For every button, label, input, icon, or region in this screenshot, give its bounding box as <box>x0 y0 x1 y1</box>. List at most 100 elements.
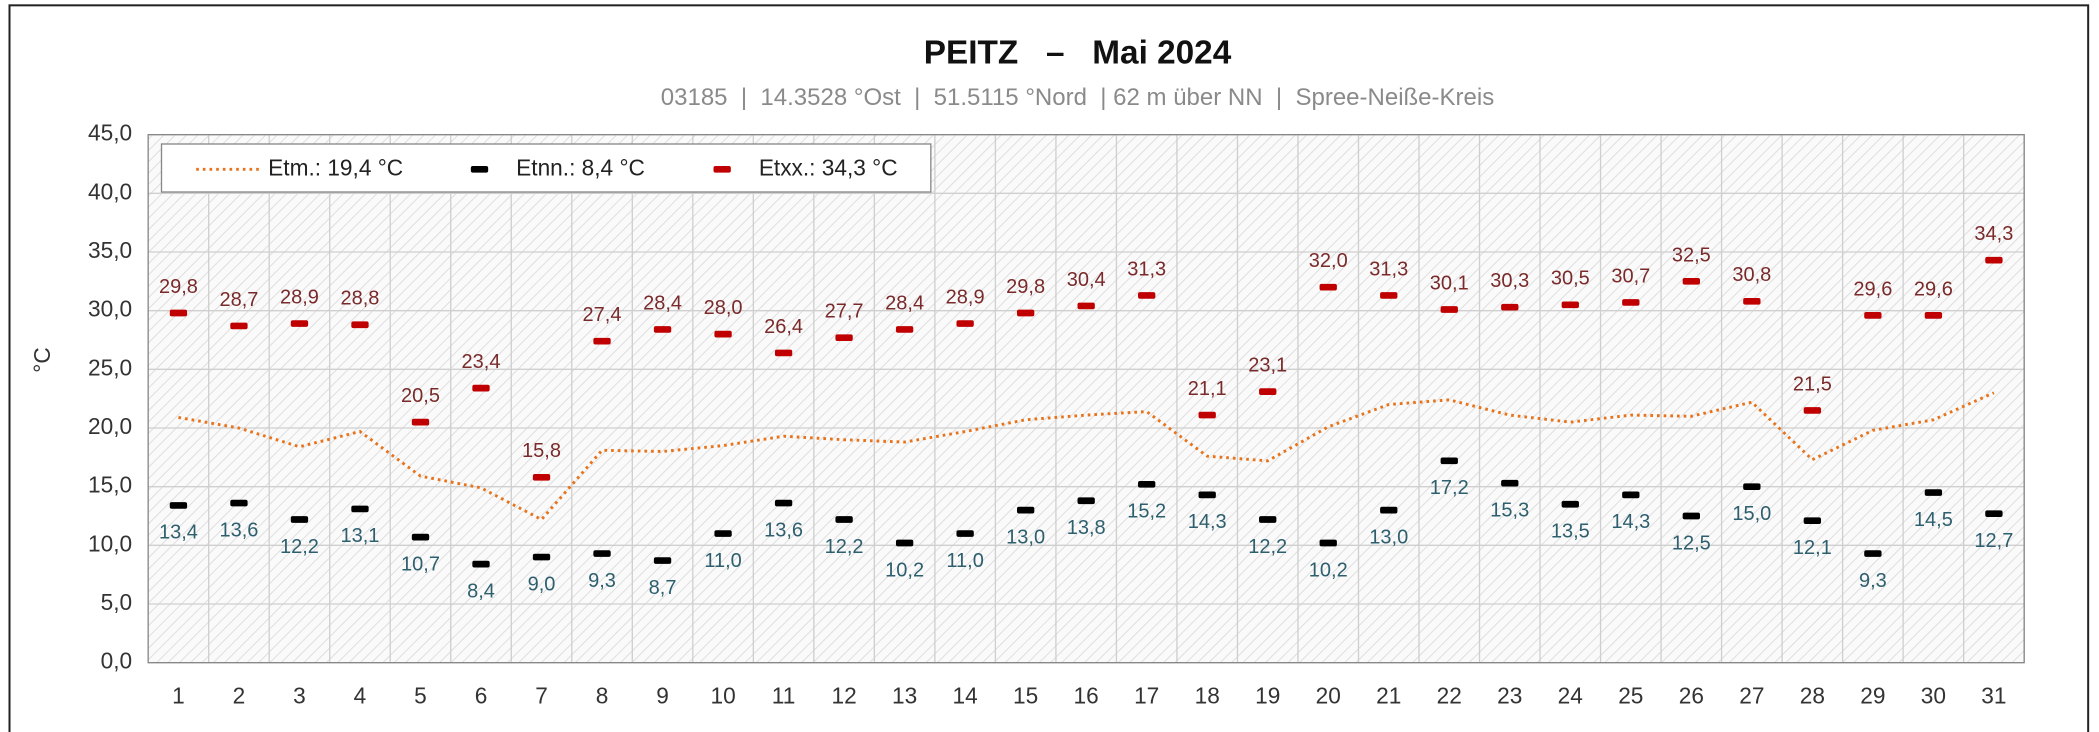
x-tick-label: 28 <box>1800 682 1825 708</box>
marker <box>1924 489 1943 496</box>
data-label: 29,8 <box>159 276 198 298</box>
marker <box>1198 491 1216 499</box>
data-label: 28,0 <box>704 297 743 319</box>
data-label: 13,4 <box>159 522 198 544</box>
x-tick-label: 8 <box>596 682 609 708</box>
marker <box>956 320 974 327</box>
data-label: 31,3 <box>1127 258 1166 280</box>
data-label: 28,4 <box>643 292 682 314</box>
data-label: 14,3 <box>1188 511 1227 533</box>
x-tick-label: 31 <box>1981 682 2006 708</box>
data-label: 27,4 <box>583 304 622 326</box>
marker <box>1743 483 1761 490</box>
data-label: 13,6 <box>219 519 258 541</box>
data-label: 28,7 <box>219 289 258 311</box>
marker <box>774 349 793 357</box>
x-tick-label: 14 <box>953 682 978 708</box>
data-label: 30,5 <box>1551 268 1590 290</box>
x-tick-label: 19 <box>1255 682 1280 708</box>
marker <box>230 322 248 330</box>
data-label: 15,2 <box>1127 501 1166 523</box>
data-label: 29,6 <box>1914 278 1953 300</box>
marker <box>1319 539 1337 547</box>
marker <box>895 326 914 333</box>
data-label: 28,9 <box>946 287 985 309</box>
marker <box>1259 388 1277 395</box>
chart-title: PEITZ – Mai 2024 <box>924 34 1232 71</box>
marker <box>1259 516 1277 523</box>
marker <box>411 533 430 541</box>
plot-border <box>147 133 2025 664</box>
marker <box>714 330 732 338</box>
x-tick-label: 12 <box>832 682 857 708</box>
x-tick-label: 15 <box>1013 682 1038 708</box>
marker <box>1622 491 1640 499</box>
marker <box>1561 500 1579 508</box>
marker <box>1501 479 1519 487</box>
data-label: 9,0 <box>528 573 556 595</box>
marker <box>1622 299 1640 306</box>
marker <box>169 502 188 509</box>
x-tick-label: 11 <box>772 682 796 708</box>
marker <box>1803 517 1822 525</box>
data-label: 13,6 <box>764 519 803 541</box>
data-label: 32,0 <box>1309 250 1348 272</box>
x-tick-label: 2 <box>233 682 246 708</box>
x-tick-label: 10 <box>710 682 735 708</box>
data-label: 17,2 <box>1430 477 1469 499</box>
x-tick-label: 21 <box>1376 682 1401 708</box>
data-label: 30,7 <box>1611 265 1650 287</box>
marker <box>290 320 309 327</box>
legend-swatch <box>713 166 731 173</box>
data-label: 12,1 <box>1793 537 1832 559</box>
data-label: 10,2 <box>1309 559 1348 581</box>
x-tick-label: 5 <box>414 682 427 708</box>
marker <box>1138 292 1156 299</box>
marker <box>956 530 974 537</box>
marker <box>351 505 369 513</box>
data-label: 31,3 <box>1369 258 1408 280</box>
marker <box>1077 497 1095 505</box>
marker <box>1501 303 1519 311</box>
data-label: 14,5 <box>1914 509 1953 531</box>
y-tick-label: 5,0 <box>101 589 133 615</box>
marker <box>1380 506 1398 514</box>
marker <box>1682 512 1700 520</box>
marker <box>593 337 611 345</box>
y-tick-label: 10,0 <box>88 530 132 556</box>
data-label: 13,8 <box>1067 517 1106 539</box>
data-label: 11,0 <box>946 550 983 572</box>
data-label: 12,2 <box>280 536 319 558</box>
data-label: 28,8 <box>341 288 380 310</box>
data-label: 20,5 <box>401 385 440 407</box>
x-tick-label: 9 <box>656 682 669 708</box>
data-label: 13,0 <box>1369 526 1408 548</box>
marker <box>532 473 551 481</box>
x-tick-label: 4 <box>354 682 367 708</box>
x-tick-label: 16 <box>1074 682 1099 708</box>
data-label: 13,5 <box>1551 521 1590 543</box>
marker <box>774 499 793 507</box>
data-label: 15,0 <box>1732 503 1771 525</box>
data-label: 12,5 <box>1672 532 1711 554</box>
plot-area <box>148 134 2025 663</box>
marker <box>1138 480 1156 488</box>
x-tick-label: 1 <box>172 682 185 708</box>
marker <box>653 326 672 333</box>
x-tick-label: 23 <box>1497 682 1522 708</box>
marker <box>653 557 672 564</box>
marker <box>593 550 611 557</box>
y-tick-label: 0,0 <box>101 648 133 674</box>
data-label: 10,2 <box>885 559 924 581</box>
marker <box>1985 510 2003 517</box>
x-tick-label: 25 <box>1618 682 1643 708</box>
x-tick-label: 6 <box>475 682 488 708</box>
data-label: 12,2 <box>825 536 864 558</box>
y-tick-label: 15,0 <box>88 472 132 498</box>
data-label: 8,4 <box>467 580 495 602</box>
data-label: 30,1 <box>1430 272 1469 294</box>
marker <box>472 560 490 568</box>
data-label: 10,7 <box>401 553 440 575</box>
legend-label: Etm.: 19,4 °C <box>268 154 403 180</box>
x-tick-label: 17 <box>1134 682 1159 708</box>
